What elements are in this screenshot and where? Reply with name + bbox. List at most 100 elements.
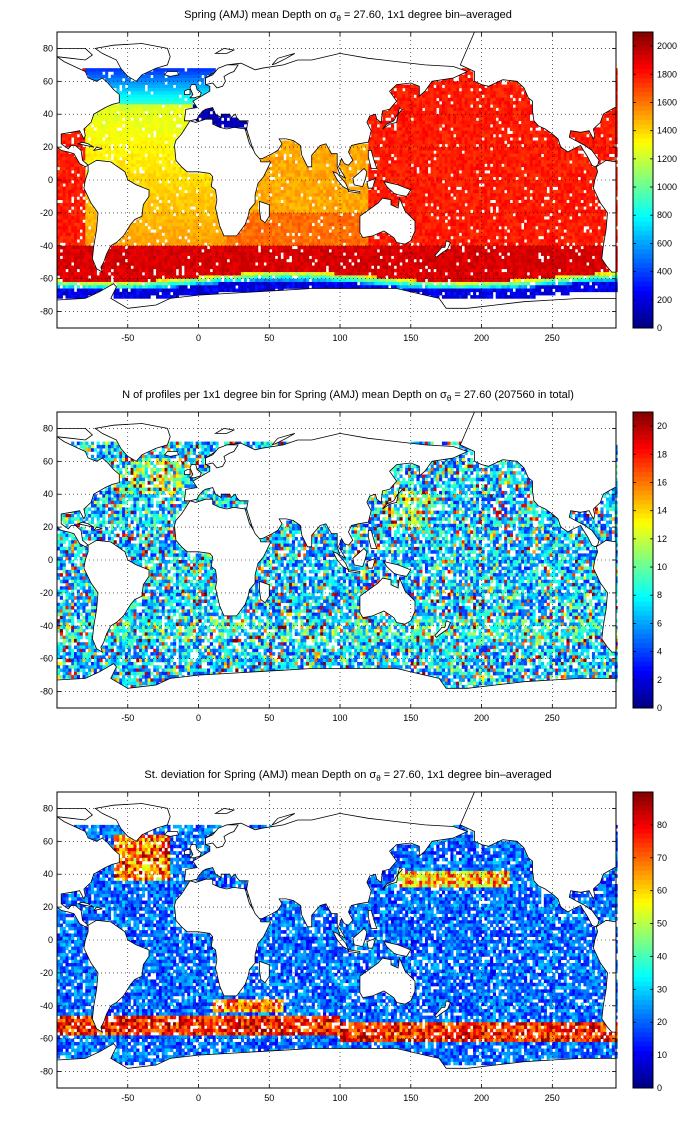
colorbar-tick-label: 70 (657, 853, 667, 863)
chart-profile-count: N of profiles per 1x1 degree bin for Spr… (40, 389, 667, 723)
coastlines (56, 411, 617, 709)
y-tick-label: -60 (40, 654, 53, 664)
y-tick-label: -60 (40, 274, 53, 284)
colorbar-tick-label: 1000 (657, 182, 677, 192)
x-tick-label: 150 (403, 333, 418, 343)
colorbar-tick-label: 0 (657, 323, 662, 333)
x-tick-label: 0 (196, 713, 201, 723)
grid-lines (57, 412, 616, 708)
y-tick-label: 80 (43, 803, 53, 813)
y-tick-label: 80 (43, 43, 53, 53)
y-tick-label: -60 (40, 1034, 53, 1044)
colorbar-tick-label: 1200 (657, 154, 677, 164)
x-tick-label: 250 (545, 713, 560, 723)
x-tick-label: 150 (403, 1093, 418, 1103)
colorbar-tick-label: 80 (657, 820, 667, 830)
y-tick-label: -80 (40, 687, 53, 697)
y-tick-label: 20 (43, 522, 53, 532)
x-tick-label: 150 (403, 713, 418, 723)
x-tick-label: 250 (545, 333, 560, 343)
colorbar-tick-label: 10 (657, 1050, 667, 1060)
chart-title: Spring (AMJ) mean Depth on σθ = 27.60, 1… (184, 9, 512, 23)
chart-title: N of profiles per 1x1 degree bin for Spr… (122, 389, 574, 403)
colorbar-tick-label: 40 (657, 951, 667, 961)
y-tick-label: -80 (40, 307, 53, 317)
x-tick-label: 0 (196, 1093, 201, 1103)
colorbar-tick-label: 400 (657, 267, 672, 277)
x-tick-label: 100 (333, 1093, 348, 1103)
colorbar-tick-label: 2000 (657, 41, 677, 51)
colorbar-tick-label: 18 (657, 449, 667, 459)
colorbar-tick-label: 12 (657, 534, 667, 544)
y-tick-label: 20 (43, 142, 53, 152)
colorbar-tick-label: 1400 (657, 126, 677, 136)
y-tick-label: -20 (40, 968, 53, 978)
colorbar-tick-label: 20 (657, 421, 667, 431)
y-tick-label: 0 (48, 935, 53, 945)
colorbar-tick-label: 0 (657, 1083, 662, 1093)
y-tick-label: 40 (43, 869, 53, 879)
heatmap-cells (57, 68, 618, 299)
colorbar-tick-label: 0 (657, 703, 662, 713)
x-tick-label: 50 (264, 713, 274, 723)
coastlines (56, 791, 617, 1089)
y-tick-label: -20 (40, 588, 53, 598)
colorbar-tick-label: 14 (657, 506, 667, 516)
y-tick-label: -20 (40, 208, 53, 218)
y-tick-label: 20 (43, 902, 53, 912)
y-tick-label: 40 (43, 109, 53, 119)
colorbar-tick-label: 2 (657, 675, 662, 685)
y-tick-label: 80 (43, 423, 53, 433)
x-tick-label: 100 (333, 333, 348, 343)
x-tick-label: 100 (333, 713, 348, 723)
y-tick-label: 60 (43, 836, 53, 846)
chart-std-deviation: St. deviation for Spring (AMJ) mean Dept… (40, 769, 667, 1103)
colorbar-tick-label: 30 (657, 984, 667, 994)
x-tick-label: 0 (196, 333, 201, 343)
y-tick-label: -80 (40, 1067, 53, 1077)
colorbar-tick-label: 6 (657, 618, 662, 628)
x-tick-label: 50 (264, 1093, 274, 1103)
chart-title: St. deviation for Spring (AMJ) mean Dept… (144, 769, 551, 783)
y-tick-label: 60 (43, 456, 53, 466)
grid-lines (57, 32, 616, 328)
colorbar-tick-label: 20 (657, 1017, 667, 1027)
panel-profile-count: N of profiles per 1x1 degree bin for Spr… (0, 380, 696, 760)
heatmap-cells (57, 441, 618, 689)
panel-std-deviation: St. deviation for Spring (AMJ) mean Dept… (0, 760, 696, 1140)
colorbar-tick-label: 16 (657, 477, 667, 487)
x-tick-label: -50 (121, 333, 134, 343)
y-tick-label: -40 (40, 1001, 53, 1011)
colorbar-tick-label: 1600 (657, 97, 677, 107)
y-tick-label: 0 (48, 175, 53, 185)
colorbar-tick-label: 8 (657, 590, 662, 600)
heatmap-cells (57, 824, 618, 1066)
colorbar-tick-label: 60 (657, 886, 667, 896)
x-tick-label: 200 (474, 1093, 489, 1103)
x-tick-label: -50 (121, 713, 134, 723)
colorbar-tick-label: 600 (657, 238, 672, 248)
x-tick-label: 50 (264, 333, 274, 343)
x-tick-label: 250 (545, 1093, 560, 1103)
y-tick-label: -40 (40, 241, 53, 251)
y-tick-label: -40 (40, 621, 53, 631)
y-tick-label: 60 (43, 76, 53, 86)
colorbar-tick-label: 10 (657, 562, 667, 572)
colorbar-tick-label: 50 (657, 919, 667, 929)
colorbar-tick-label: 800 (657, 210, 672, 220)
colorbar: 80 70 60 50 40 30 20 10 0 (632, 791, 667, 1093)
y-tick-label: 0 (48, 555, 53, 565)
colorbar-tick-label: 4 (657, 647, 662, 657)
x-tick-label: 200 (474, 333, 489, 343)
colorbar-tick-label: 200 (657, 295, 672, 305)
x-tick-label: -50 (121, 1093, 134, 1103)
panel-mean-depth: Spring (AMJ) mean Depth on σθ = 27.60, 1… (0, 0, 696, 380)
x-tick-label: 200 (474, 713, 489, 723)
y-tick-label: 40 (43, 489, 53, 499)
grid-lines (57, 792, 616, 1088)
chart-mean-depth: Spring (AMJ) mean Depth on σθ = 27.60, 1… (40, 9, 677, 343)
coastlines (56, 31, 617, 329)
colorbar-tick-label: 1800 (657, 69, 677, 79)
